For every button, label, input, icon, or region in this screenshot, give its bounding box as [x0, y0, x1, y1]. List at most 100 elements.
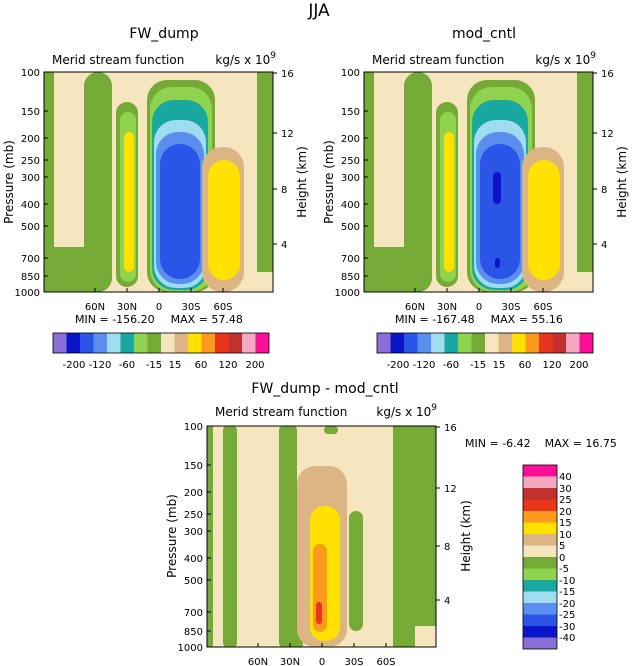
height-tick-labels: 16 12 8 4 — [281, 69, 294, 251]
panel-title: mod_cntl — [452, 26, 516, 42]
x-tick-label: 30S — [501, 302, 520, 313]
y-tick-label: 100 — [184, 422, 203, 433]
colorbar-swatch — [80, 333, 94, 353]
colorbar-swatch — [523, 545, 557, 557]
colorbar-swatch — [444, 333, 458, 353]
min-max-readout: MIN = -167.48 MAX = 55.16 — [395, 313, 563, 326]
colorbar-swatch — [201, 333, 215, 353]
colorbar-swatch — [523, 603, 557, 615]
x-tick-label: 30S — [344, 657, 363, 666]
y-tick-label: 300 — [21, 173, 40, 184]
y-tick-label: 1000 — [178, 643, 203, 654]
y-tick-labels: 100 150 200 250 300 400 500 700 850 1000 — [178, 422, 203, 654]
contour-band — [324, 426, 338, 434]
contour-band — [316, 602, 322, 624]
y-tick-label: 250 — [341, 156, 360, 167]
height-tick-label: 12 — [281, 129, 294, 140]
y-tick-label: 300 — [341, 173, 360, 184]
colorbar-swatch — [498, 333, 512, 353]
plot-frame — [206, 425, 437, 648]
x-tick-label: 60N — [85, 302, 105, 313]
height-tick-label: 16 — [281, 69, 294, 80]
contour-band — [349, 511, 363, 631]
colorbar-swatch — [523, 499, 557, 511]
colorbar-label: -60 — [119, 360, 135, 371]
y-tick-label: 400 — [184, 554, 203, 565]
y-tick-label: 1000 — [335, 288, 360, 299]
colorbar-swatch — [523, 522, 557, 534]
y-axis-label-right: Height (km) — [615, 146, 629, 217]
colorbar-swatch — [523, 534, 557, 546]
colorbar-label: -25 — [559, 610, 575, 621]
colorbar-swatch — [523, 580, 557, 592]
y-tick-label: 400 — [21, 200, 40, 211]
colorbar-swatch — [525, 333, 539, 353]
height-tick-labels: 16 12 8 4 — [601, 69, 614, 251]
subtitle-left: Merid stream function — [52, 53, 184, 67]
x-tick-label: 0 — [476, 302, 482, 313]
contour-band — [393, 426, 436, 647]
colorbar-frame — [522, 464, 558, 650]
plot-frame — [363, 71, 594, 293]
colorbar-swatch — [242, 333, 256, 353]
colorbar-label: 30 — [559, 484, 572, 495]
height-tick-labels: 16 12 8 4 — [444, 423, 457, 607]
colorbar-swatch — [417, 333, 431, 353]
colorbar-label: -120 — [413, 360, 436, 371]
colorbar-swatch — [404, 333, 418, 353]
subtitle-left: Merid stream function — [372, 53, 504, 67]
contour-band — [207, 426, 213, 647]
colorbar-label: 120 — [218, 360, 237, 371]
y-tick-label: 1000 — [15, 288, 40, 299]
y-tick-label: 150 — [21, 107, 40, 118]
colorbar-swatch — [579, 333, 593, 353]
contour-band — [44, 247, 94, 292]
colorbar-swatch — [93, 333, 107, 353]
min-max-readout: MIN = -156.20 MAX = 57.48 — [75, 313, 243, 326]
axis-ticks — [364, 71, 597, 292]
y-tick-label: 850 — [184, 627, 203, 638]
contour-band — [577, 72, 593, 272]
axis-ticks — [207, 425, 440, 647]
contour-band — [480, 144, 520, 279]
panel-difference: FW_dump - mod_cntl Merid stream function… — [165, 381, 617, 666]
x-tick-label: 60S — [533, 302, 552, 313]
contour-band — [124, 132, 134, 272]
x-tick-label: 60S — [376, 657, 395, 666]
colorbar-labels: 40 30 25 20 15 10 5 0 -5 -10 -15 -20 -25… — [559, 472, 575, 644]
colorbar-swatch — [523, 626, 557, 638]
colorbar-label: -200 — [63, 360, 86, 371]
colorbar-swatch — [377, 333, 391, 353]
panel-title: FW_dump - mod_cntl — [251, 381, 398, 397]
contour-band — [208, 160, 240, 280]
colorbar-label: -60 — [443, 360, 459, 371]
height-tick-label: 16 — [601, 69, 614, 80]
contour-band — [364, 72, 374, 292]
height-tick-label: 4 — [281, 240, 287, 251]
colorbar-swatch — [523, 637, 557, 649]
y-tick-labels: 100 150 200 250 300 400 500 700 850 1000 — [335, 68, 360, 299]
colorbar-label: 10 — [559, 530, 572, 541]
colorbar-swatch — [523, 568, 557, 580]
y-tick-label: 200 — [184, 488, 203, 499]
colorbar-frame — [52, 332, 270, 354]
contour-band — [444, 132, 454, 272]
colorbar-swatch — [228, 333, 242, 353]
y-tick-label: 500 — [184, 576, 203, 587]
height-tick-label: 8 — [444, 542, 450, 553]
height-tick-label: 12 — [601, 129, 614, 140]
y-axis-label: Pressure (mb) — [165, 494, 179, 578]
panel-title: FW_dump — [129, 26, 198, 42]
colorbar-label: -30 — [559, 622, 575, 633]
x-tick-label: 30N — [280, 657, 300, 666]
x-tick-label: 30S — [181, 302, 200, 313]
contour-band — [160, 144, 200, 279]
subtitle-right: kg/s x 109 — [215, 51, 276, 67]
colorbar-label: -200 — [387, 360, 410, 371]
colorbar-frame — [376, 332, 594, 354]
axis-ticks — [44, 71, 277, 292]
y-axis-label: Pressure (mb) — [322, 140, 336, 224]
subtitle-right: kg/s x 109 — [376, 403, 437, 419]
panel-fw-dump: FW_dump Merid stream function kg/s x 109 — [2, 26, 309, 371]
x-tick-label: 60S — [213, 302, 232, 313]
